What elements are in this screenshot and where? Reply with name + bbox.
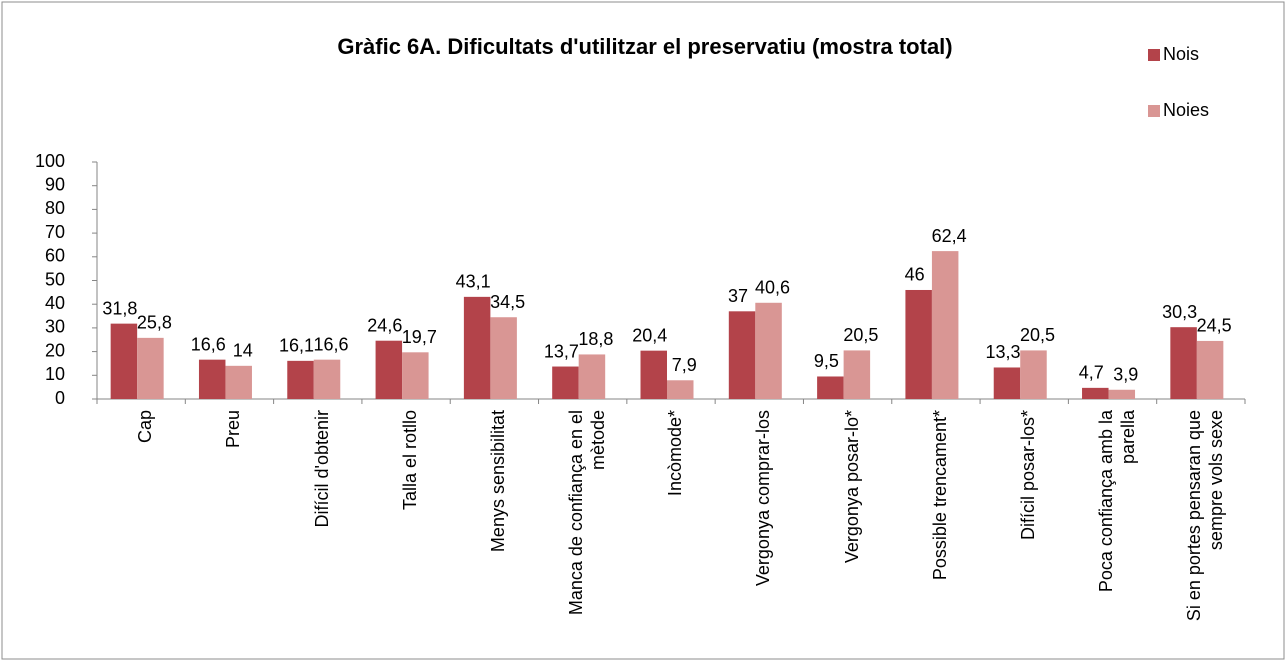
data-label: 24,5 <box>1197 316 1232 336</box>
bar <box>755 302 782 399</box>
x-tick-label: Cap <box>135 410 156 444</box>
data-label: 7,9 <box>672 355 697 375</box>
data-label: 30,3 <box>1162 302 1197 322</box>
x-tick-label: Difícil posar-los* <box>1018 410 1039 541</box>
x-tick-label: Si en portes pensaran que sempre vols se… <box>1183 410 1226 622</box>
data-label: 14 <box>233 341 253 361</box>
data-label: 34,5 <box>490 292 525 312</box>
y-tick-label: 60 <box>45 246 65 266</box>
data-label: 16,6 <box>191 334 226 354</box>
bar <box>993 367 1021 399</box>
x-tick-label: Preu <box>223 410 244 449</box>
data-label: 46 <box>905 265 925 285</box>
x-tick-label: Incòmode* <box>665 410 685 497</box>
y-tick-label: 0 <box>55 388 65 408</box>
bar <box>375 340 403 399</box>
y-tick-label: 10 <box>45 364 65 384</box>
bar <box>1170 327 1197 399</box>
data-label: 31,8 <box>102 298 137 318</box>
bar <box>931 251 959 399</box>
y-tick-label: 30 <box>45 317 65 337</box>
x-tick-label: Talla el rotllo <box>400 410 421 511</box>
data-label: 13,7 <box>544 341 579 361</box>
data-label: 20,5 <box>843 325 878 345</box>
bar <box>728 311 756 399</box>
x-tick-label: Manca de confiança en el mètode <box>565 410 608 616</box>
bar <box>1108 389 1136 399</box>
bar <box>552 366 579 399</box>
chart-title: Gràfic 6A. Dificultats d'utilitzar el pr… <box>337 34 952 59</box>
bar <box>843 350 871 399</box>
bar <box>287 360 314 399</box>
x-tick-label: Difícil d'obtenir <box>311 410 332 528</box>
legend-swatch <box>1148 49 1160 61</box>
x-tick-label: Poca confiança amb la parella <box>1095 410 1138 593</box>
y-tick-label: 40 <box>45 293 65 313</box>
data-label: 24,6 <box>367 315 402 335</box>
bar <box>137 337 164 399</box>
data-label: 40,6 <box>755 278 790 298</box>
data-label: 16,1 <box>279 336 314 356</box>
bar <box>198 359 226 399</box>
y-tick-label: 80 <box>45 198 65 218</box>
data-label: 13,3 <box>985 342 1020 362</box>
data-label: 16,6 <box>313 334 348 354</box>
y-tick-label: 90 <box>45 174 65 194</box>
bar <box>463 296 491 399</box>
data-label: 25,8 <box>137 313 172 333</box>
x-tick-label: Vergonya comprar-los <box>753 410 774 587</box>
data-label: 20,4 <box>632 325 667 345</box>
data-label: 4,7 <box>1079 363 1104 383</box>
bar <box>225 365 252 399</box>
y-tick-label: 100 <box>35 151 65 171</box>
bar <box>667 380 694 399</box>
bar <box>578 354 606 399</box>
bar <box>490 317 517 399</box>
y-tick-label: 70 <box>45 222 65 242</box>
data-label: 43,1 <box>456 272 491 292</box>
bar <box>817 376 844 399</box>
bar <box>402 352 429 399</box>
data-label: 18,8 <box>578 329 613 349</box>
x-tick-label: Menys sensibilitat <box>488 410 509 553</box>
bar <box>640 350 667 399</box>
legend-label: Nois <box>1163 44 1199 64</box>
data-label: 3,9 <box>1113 365 1138 385</box>
y-tick-label: 20 <box>45 340 65 360</box>
data-label: 19,7 <box>402 327 437 347</box>
legend-label: Noies <box>1163 100 1209 120</box>
data-label: 20,5 <box>1020 325 1055 345</box>
bar <box>110 323 138 399</box>
bar <box>1082 387 1109 399</box>
y-tick-label: 50 <box>45 269 65 289</box>
bar <box>1196 340 1224 399</box>
data-label: 37 <box>728 286 748 306</box>
data-label: 62,4 <box>932 226 967 246</box>
legend-swatch <box>1148 105 1160 117</box>
x-tick-label: Possible trencament* <box>929 410 950 581</box>
bar <box>1020 350 1047 399</box>
data-label: 9,5 <box>814 351 839 371</box>
bar <box>905 289 932 399</box>
bar <box>313 359 341 399</box>
x-tick-label: Vergonya posar-lo* <box>841 410 862 564</box>
